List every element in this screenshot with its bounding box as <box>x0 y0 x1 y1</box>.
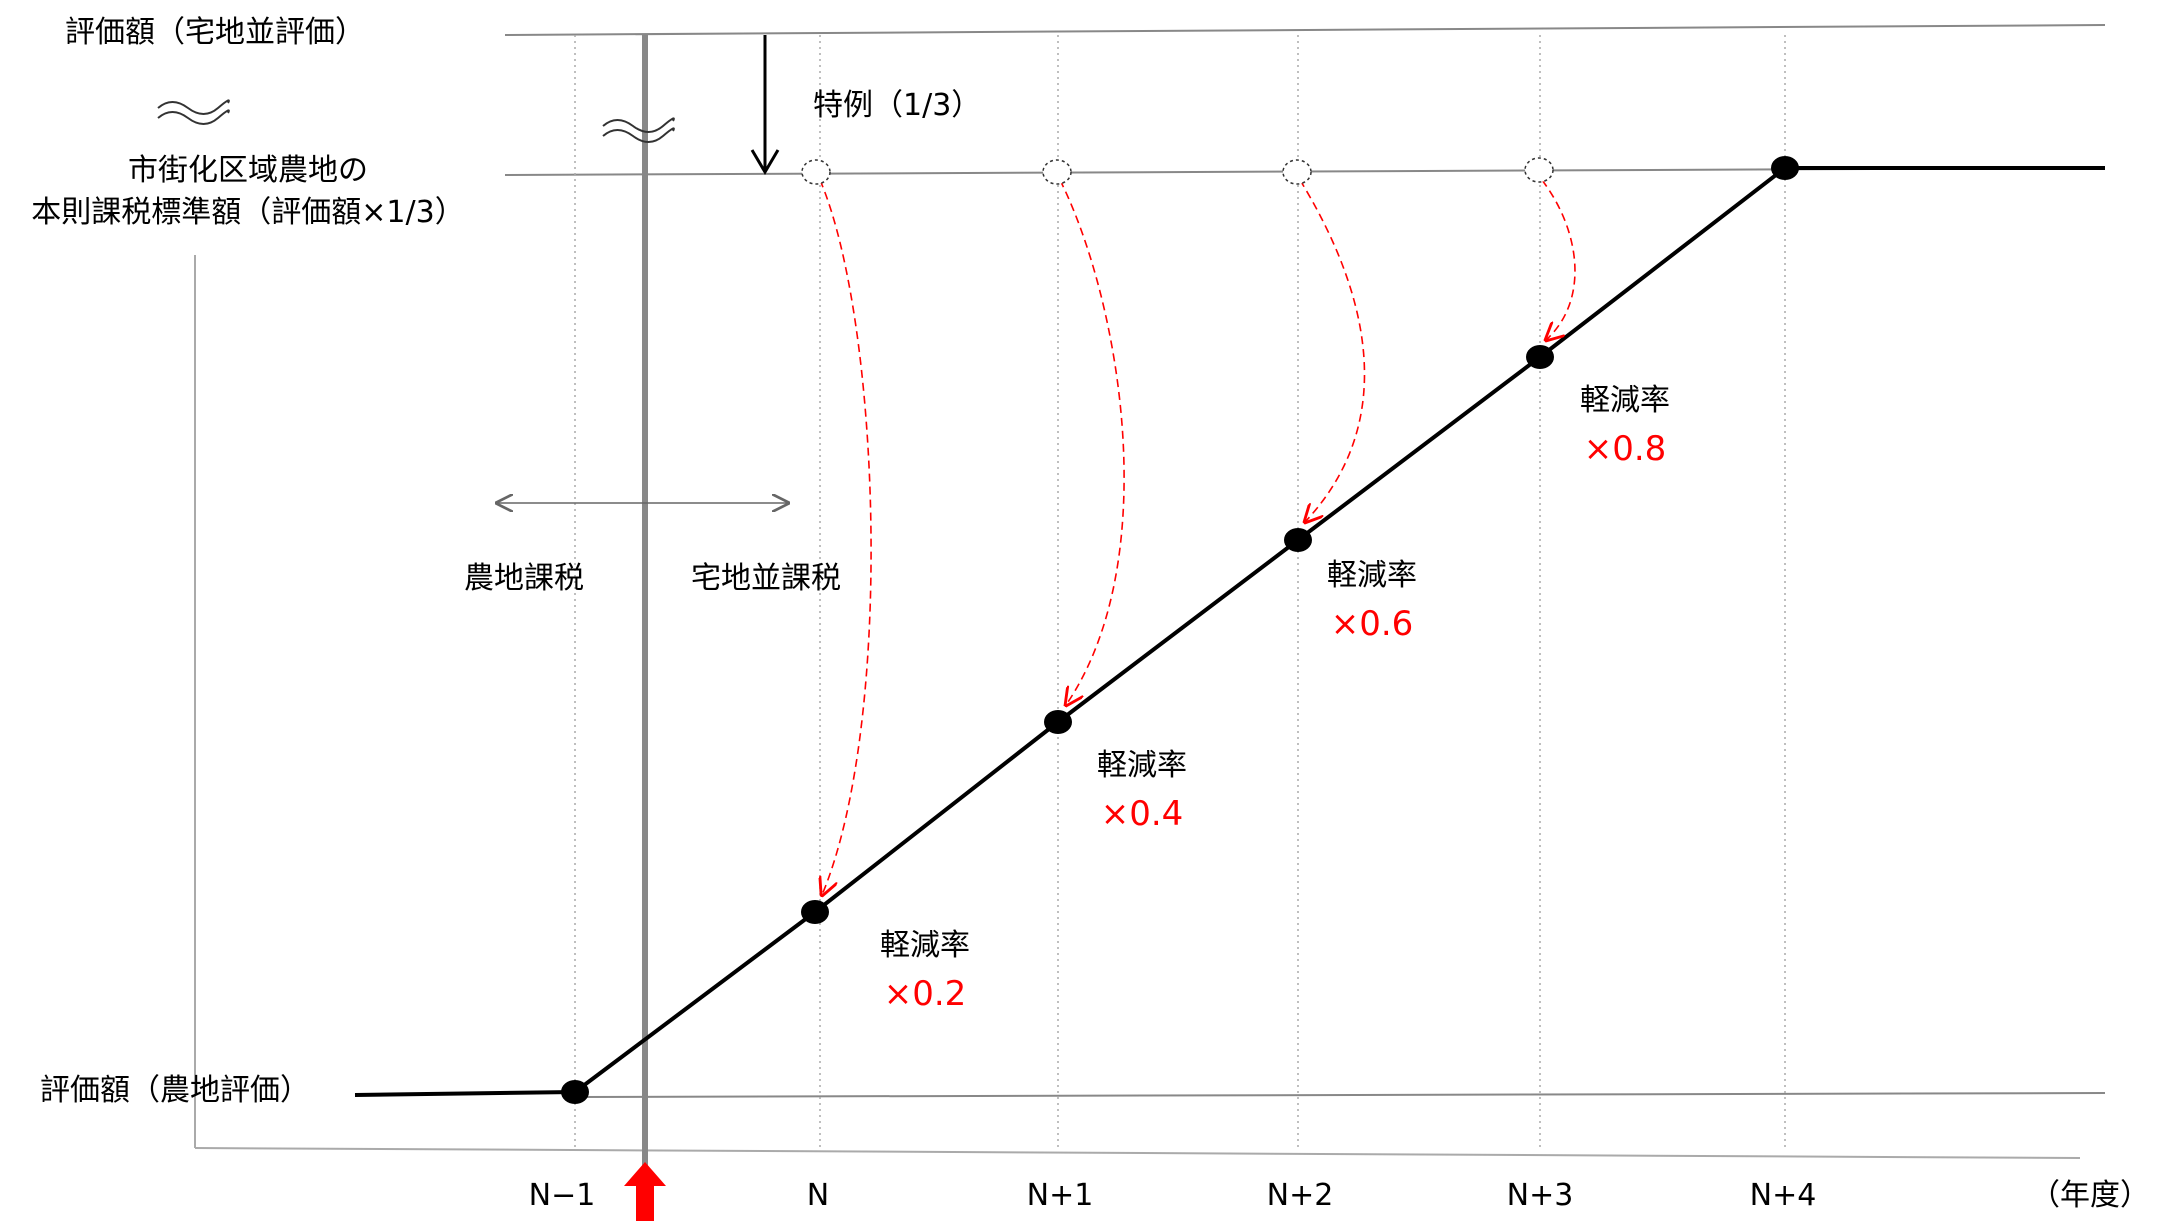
top-valuation-label: 評価額（宅地並評価） <box>65 15 365 50</box>
point-n1 <box>1044 710 1072 734</box>
reduction-value-n: ×0.2 <box>884 974 967 1014</box>
wave-break-icon-left <box>157 99 230 125</box>
x-tick-n3: N+3 <box>1507 1178 1574 1213</box>
x-tick-n-1: N−1 <box>529 1178 596 1213</box>
x-tick-n2: N+2 <box>1267 1178 1334 1213</box>
x-tick-n4: N+4 <box>1750 1178 1817 1213</box>
x-tick-n1: N+1 <box>1027 1178 1094 1213</box>
x-tick-n: N <box>807 1178 829 1213</box>
x-axis <box>194 1147 2081 1159</box>
reduction-arrow-n3 <box>1541 179 1576 340</box>
reduction-arrow-n1 <box>1059 179 1125 705</box>
standard-tax-base-label-2: 本則課税標準額（評価額×1/3） <box>31 195 464 230</box>
residential-tax-zone-label: 宅地並課税 <box>691 561 841 596</box>
point-n-1 <box>561 1080 589 1104</box>
designation-up-arrow-icon <box>624 1162 666 1221</box>
reduction-label-n1: 軽減率 <box>1097 748 1187 783</box>
point-n3 <box>1526 345 1554 369</box>
point-n4 <box>1771 156 1799 180</box>
reduction-label-n: 軽減率 <box>880 928 970 963</box>
tokurei-point-n3 <box>1524 157 1554 183</box>
top-valuation-line <box>504 24 2106 36</box>
farmland-tax-zone-label: 農地課税 <box>464 561 584 596</box>
wave-break-icon-right <box>602 117 675 143</box>
reduction-value-n3: ×0.8 <box>1584 429 1667 469</box>
reduction-label-n2: 軽減率 <box>1327 558 1417 593</box>
reduction-arrow-n2 <box>1299 179 1366 522</box>
standard-tax-base-label-1: 市街化区域農地の <box>128 153 368 188</box>
reduction-label-n3: 軽減率 <box>1580 383 1670 418</box>
reduction-value-n2: ×0.6 <box>1331 604 1414 644</box>
tokurei-arrow-head-icon <box>750 149 780 175</box>
tokurei-label: 特例（1/3） <box>813 88 981 123</box>
tokurei-point-n <box>801 159 831 185</box>
tokurei-point-n2 <box>1282 159 1312 185</box>
farmland-valuation-line <box>579 1092 2106 1098</box>
point-n2 <box>1284 528 1312 552</box>
reduction-value-n1: ×0.4 <box>1101 794 1184 834</box>
x-unit-label: （年度） <box>2030 1178 2150 1213</box>
point-n <box>801 900 829 924</box>
tax-base-line <box>354 166 2105 1097</box>
farmland-valuation-label: 評価額（農地評価） <box>40 1073 310 1108</box>
tokurei-point-n1 <box>1042 159 1072 185</box>
reduction-arrow-n <box>820 179 872 895</box>
